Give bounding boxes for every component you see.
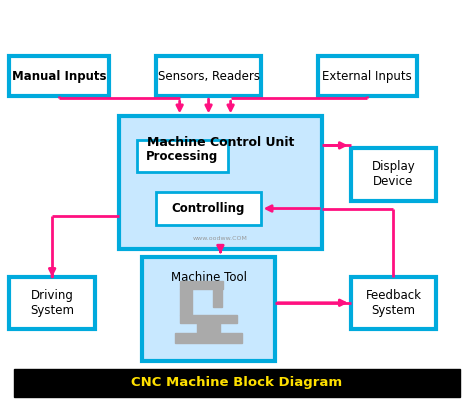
Text: External Inputs: External Inputs <box>322 70 412 83</box>
Text: www.oodww.COM: www.oodww.COM <box>193 236 248 241</box>
FancyBboxPatch shape <box>318 56 417 96</box>
Text: CNC Machine Block Diagram: CNC Machine Block Diagram <box>131 377 343 389</box>
Text: Processing: Processing <box>146 150 219 163</box>
FancyBboxPatch shape <box>142 257 275 361</box>
Bar <box>197 323 220 333</box>
Bar <box>180 289 192 315</box>
FancyBboxPatch shape <box>9 277 95 329</box>
FancyBboxPatch shape <box>14 369 460 397</box>
Text: Machine Tool: Machine Tool <box>171 271 246 284</box>
Text: Sensors, Readers: Sensors, Readers <box>157 70 260 83</box>
Bar <box>180 315 237 323</box>
Text: Machine Control Unit: Machine Control Unit <box>147 136 294 149</box>
FancyBboxPatch shape <box>137 140 228 172</box>
FancyBboxPatch shape <box>156 192 261 225</box>
Text: Display
Device: Display Device <box>372 160 415 188</box>
Bar <box>175 333 242 343</box>
FancyBboxPatch shape <box>351 148 436 200</box>
Bar <box>213 289 222 307</box>
Text: Feedback
System: Feedback System <box>365 289 421 317</box>
Text: Manual Inputs: Manual Inputs <box>12 70 107 83</box>
Text: Controlling: Controlling <box>172 202 245 215</box>
FancyBboxPatch shape <box>156 56 261 96</box>
Text: Driving
System: Driving System <box>30 289 74 317</box>
FancyBboxPatch shape <box>118 116 322 249</box>
FancyBboxPatch shape <box>351 277 436 329</box>
FancyBboxPatch shape <box>9 56 109 96</box>
Bar <box>180 281 223 289</box>
